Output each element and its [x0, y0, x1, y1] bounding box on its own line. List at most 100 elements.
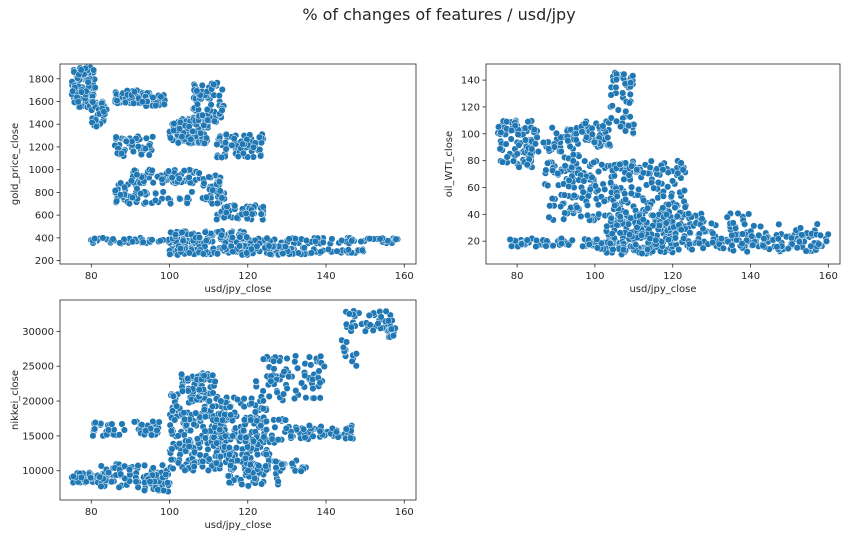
scatter-point: [180, 431, 188, 439]
scatter-point: [228, 141, 236, 149]
scatter-point: [301, 372, 309, 380]
scatter-point: [738, 240, 746, 248]
y-tick-label: 1600: [29, 97, 54, 108]
scatter-point: [189, 127, 197, 135]
scatter-point: [813, 220, 821, 228]
scatter-point: [171, 416, 179, 424]
scatter-points: [68, 63, 402, 259]
scatter-point: [113, 197, 121, 205]
scatter-point: [167, 456, 175, 464]
scatter-point: [185, 173, 193, 181]
scatter-point: [253, 450, 262, 459]
scatter-point: [236, 233, 244, 241]
scatter-point: [387, 325, 395, 333]
scatter-point: [620, 175, 628, 183]
scatter-point: [218, 106, 226, 114]
scatter-point: [824, 230, 832, 238]
scatter-point: [247, 245, 255, 253]
scatter-point: [97, 482, 105, 490]
scatter-point: [616, 229, 624, 237]
scatter-point: [507, 135, 515, 143]
scatter-point: [130, 418, 138, 426]
scatter-point: [507, 126, 516, 134]
scatter-point: [392, 235, 400, 243]
scatter-point: [748, 232, 756, 240]
scatter-point: [632, 241, 640, 249]
scatter-point: [675, 245, 683, 254]
scatter-point: [111, 186, 119, 195]
scatter-point: [215, 178, 223, 186]
scatter-point: [213, 140, 221, 148]
y-tick-label: 1200: [29, 142, 54, 153]
scatter-point: [201, 413, 209, 421]
scatter-point: [247, 399, 256, 407]
y-axis-label: gold_price_close: [10, 123, 21, 205]
scatter-point: [116, 239, 124, 247]
scatter-point: [240, 416, 248, 424]
scatter-point: [239, 427, 248, 435]
scatter-point: [178, 228, 186, 236]
scatter-point: [594, 201, 602, 209]
scatter-point: [545, 213, 553, 221]
scatter-point: [176, 244, 184, 253]
scatter-point: [195, 169, 203, 177]
scatter-point: [654, 179, 662, 187]
scatter-point: [253, 242, 261, 250]
scatter-point: [588, 130, 596, 138]
scatter-point: [205, 173, 213, 181]
scatter-point: [604, 134, 612, 142]
scatter-point: [145, 151, 153, 159]
scatter-point: [105, 468, 113, 477]
scatter-point: [539, 138, 548, 147]
scatter-point: [121, 183, 129, 191]
scatter-point: [87, 474, 95, 482]
scatter-point: [193, 100, 202, 108]
scatter-point: [588, 124, 596, 132]
y-axis-label: nikkei_close: [10, 370, 21, 430]
scatter-point: [699, 244, 707, 252]
scatter-point: [342, 338, 351, 346]
scatter-point: [249, 143, 258, 151]
scatter-point: [213, 250, 221, 258]
scatter-point: [133, 185, 141, 193]
scatter-point: [580, 177, 588, 185]
scatter-point: [290, 394, 299, 403]
scatter-point: [650, 184, 658, 192]
scatter-point: [178, 133, 186, 141]
scatter-point: [221, 139, 229, 147]
scatter-point: [301, 434, 309, 442]
scatter-point: [168, 445, 176, 453]
scatter-point: [122, 137, 130, 145]
scatter-point: [292, 387, 300, 395]
scatter-point: [204, 445, 212, 453]
scatter-point: [530, 126, 538, 134]
scatter-point: [545, 145, 553, 153]
scatter-point: [557, 147, 565, 156]
scatter-point: [822, 237, 831, 245]
scatter-point: [281, 416, 290, 424]
scatter-point: [665, 201, 673, 209]
scatter-point: [774, 235, 782, 243]
scatter-point: [599, 122, 607, 130]
scatter-point: [532, 236, 541, 245]
scatter-points: [494, 69, 832, 258]
scatter-point: [180, 409, 188, 417]
y-tick-label: 80: [467, 156, 480, 167]
scatter-point: [242, 209, 250, 218]
scatter-point: [77, 473, 85, 482]
scatter-point: [175, 125, 184, 133]
y-tick-label: 15000: [22, 431, 54, 442]
y-tick-label: 1800: [29, 74, 54, 85]
scatter-point: [190, 462, 198, 471]
scatter-point: [187, 135, 195, 143]
scatter-point: [204, 466, 212, 474]
scatter-point: [238, 480, 246, 488]
scatter-point: [199, 250, 207, 258]
scatter-point: [613, 192, 621, 200]
scatter-point: [671, 204, 679, 212]
scatter-point: [607, 214, 615, 222]
scatter-point: [209, 389, 217, 397]
scatter-point: [294, 364, 302, 372]
scatter-point: [207, 101, 215, 109]
scatter-point: [91, 235, 99, 243]
